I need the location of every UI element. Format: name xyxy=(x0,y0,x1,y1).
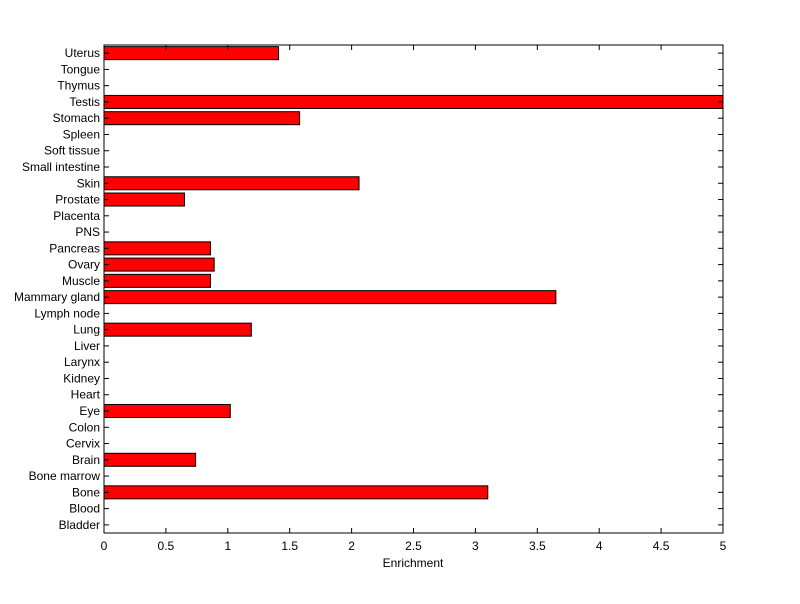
y-tick-label: Mammary gland xyxy=(14,290,100,304)
y-tick-label: Ovary xyxy=(68,258,100,272)
y-tick-label: Prostate xyxy=(55,193,100,207)
y-tick-label: Stomach xyxy=(53,111,100,125)
y-tick-label: Small intestine xyxy=(22,160,100,174)
y-tick-label: Placenta xyxy=(53,209,100,223)
y-tick-label: PNS xyxy=(75,225,100,239)
bar-pancreas xyxy=(103,241,211,256)
y-tick-label: Tongue xyxy=(61,62,101,76)
plot-area xyxy=(103,44,724,534)
x-tick-label: 0.5 xyxy=(158,539,175,553)
y-tick-label: Blood xyxy=(69,502,100,516)
bar-bone xyxy=(103,485,489,500)
y-tick-label: Skin xyxy=(77,176,100,190)
x-tick-label: 3 xyxy=(472,539,479,553)
y-tick-label: Brain xyxy=(72,453,100,467)
bar-testis xyxy=(103,94,724,109)
y-axis: Uterus Tongue Thymus Testis Stomach Spleen Sof… xyxy=(14,46,723,532)
x-tick-label: 1.5 xyxy=(281,539,298,553)
y-tick-label: Bone xyxy=(72,485,100,499)
y-tick-label: Heart xyxy=(71,388,101,402)
bars xyxy=(103,46,724,500)
y-tick-label: Eye xyxy=(79,404,100,418)
x-tick-label: 1 xyxy=(224,539,231,553)
y-tick-label: Bladder xyxy=(59,518,100,532)
x-tick-label: 2 xyxy=(348,539,355,553)
bar-stomach xyxy=(103,111,301,126)
y-tick-label: Pancreas xyxy=(49,241,100,255)
y-tick-label: Spleen xyxy=(63,127,100,141)
x-tick-label: 5 xyxy=(720,539,727,553)
y-tick-label: Bone marrow xyxy=(29,469,101,483)
y-tick-label: Muscle xyxy=(62,274,100,288)
x-tick-label: 0 xyxy=(101,539,108,553)
y-tick-label: Uterus xyxy=(65,46,100,60)
x-tick-label: 4 xyxy=(596,539,603,553)
bar-lung xyxy=(103,322,252,337)
y-tick-label: Cervix xyxy=(66,437,100,451)
bar-uterus xyxy=(103,46,280,61)
x-axis: 0 0.5 1 1.5 2 2.5 3 3.5 4 4.5 5 xyxy=(101,45,727,553)
bar-prostate xyxy=(103,192,185,207)
y-tick-label: Lymph node xyxy=(34,306,100,320)
bar-ovary xyxy=(103,257,215,272)
y-tick-label: Thymus xyxy=(57,79,100,93)
bar-eye xyxy=(103,403,231,418)
bar-mammary-gland xyxy=(103,290,557,305)
y-tick-label: Liver xyxy=(74,339,100,353)
y-tick-label: Kidney xyxy=(63,371,100,385)
y-tick-label: Soft tissue xyxy=(44,144,100,158)
x-tick-label: 3.5 xyxy=(529,539,546,553)
y-tick-label: Colon xyxy=(69,420,100,434)
y-tick-label: Testis xyxy=(69,95,100,109)
x-axis-label: Enrichment xyxy=(383,556,444,570)
y-tick-label: Lung xyxy=(73,323,100,337)
bar-brain xyxy=(103,452,197,467)
x-tick-label: 4.5 xyxy=(653,539,670,553)
bar-muscle xyxy=(103,273,211,288)
y-tick-label: Larynx xyxy=(64,355,100,369)
x-tick-label: 2.5 xyxy=(405,539,422,553)
bar-skin xyxy=(103,176,360,191)
